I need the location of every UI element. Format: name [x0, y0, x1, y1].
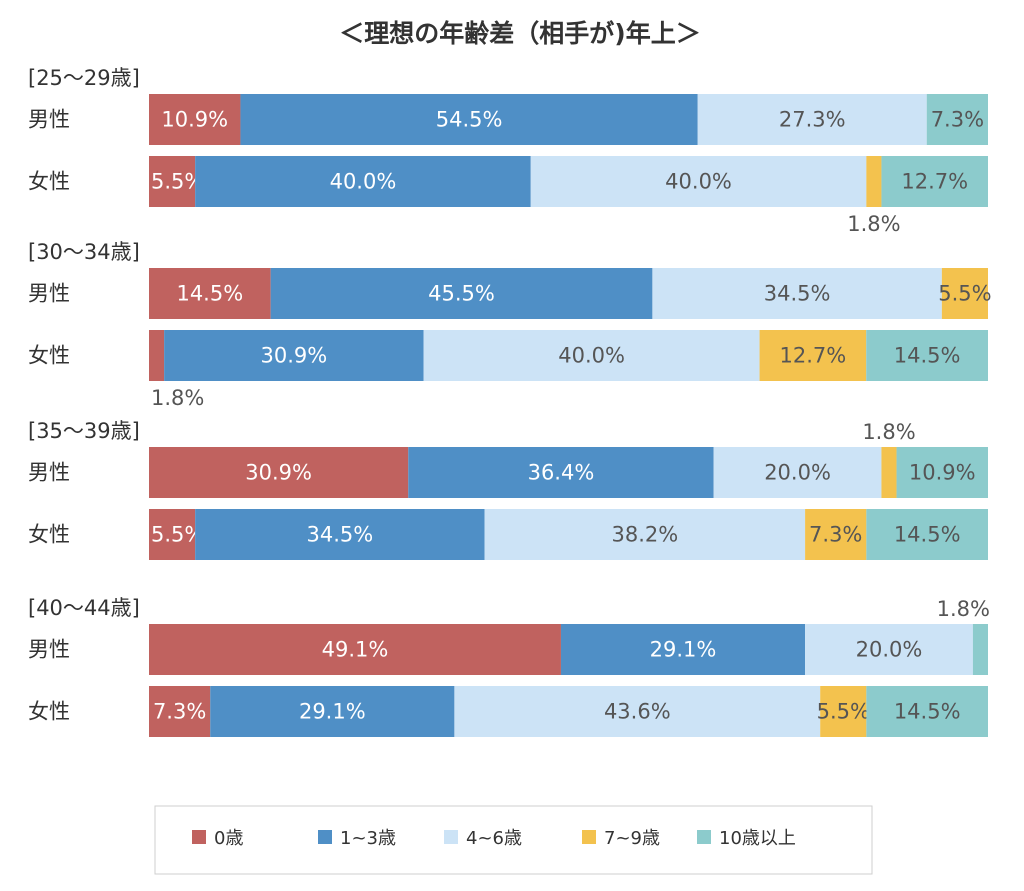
data-label: 14.5%	[894, 700, 961, 724]
data-label: 43.6%	[604, 700, 671, 724]
bar-segment	[866, 156, 882, 207]
legend-swatch	[192, 830, 206, 844]
data-label: 14.5%	[176, 282, 243, 306]
data-label: 1.8%	[937, 597, 990, 621]
data-label: 40.0%	[330, 170, 397, 194]
legend-swatch	[697, 830, 711, 844]
legend-swatch	[582, 830, 596, 844]
bars-layer: [25～29歳] 男性 10.9% 54.5% 27.3% 7.3% 女性 5.5% 40.0%…	[28, 66, 992, 737]
data-label: 38.2%	[611, 523, 678, 547]
data-label: 10.9%	[161, 108, 228, 132]
bar-segment	[896, 447, 988, 498]
bar-segment	[149, 268, 271, 319]
data-label: 30.9%	[261, 344, 328, 368]
bar-segment	[454, 686, 821, 737]
bar-segment	[423, 330, 760, 381]
bar-segment	[195, 509, 485, 560]
data-label: 12.7%	[901, 170, 968, 194]
data-label: 1.8%	[847, 212, 900, 236]
legend-label: 4~6歳	[466, 828, 522, 849]
bar-segment	[866, 509, 988, 560]
bar-segment	[713, 447, 882, 498]
bar-segment	[759, 330, 867, 381]
row-label: 男性	[28, 108, 70, 132]
legend-label: 1~3歳	[340, 828, 396, 849]
data-label: 10.9%	[909, 461, 976, 485]
data-label: 54.5%	[436, 108, 503, 132]
row-label: 女性	[28, 700, 70, 724]
legend-label: 0歳	[214, 828, 243, 849]
bar-segment	[240, 94, 698, 145]
row-label: 女性	[28, 344, 70, 368]
data-label: 34.5%	[307, 523, 374, 547]
bar-segment	[820, 686, 867, 737]
bar-segment	[805, 509, 867, 560]
bar-segment	[149, 330, 165, 381]
data-label: 5.5%	[817, 700, 870, 724]
bar-segment	[530, 156, 867, 207]
legend: 0歳 1~3歳 4~6歳 7~9歳 10歳以上	[154, 805, 873, 875]
bar-segment	[652, 268, 942, 319]
group-label: [40～44歳]	[28, 596, 140, 620]
bar-segment	[270, 268, 653, 319]
bar-segment	[149, 94, 241, 145]
data-label: 5.5%	[938, 282, 991, 306]
data-label: 7.3%	[153, 700, 206, 724]
bar-segment	[210, 686, 455, 737]
bar-segment	[149, 447, 409, 498]
legend-box	[154, 805, 873, 875]
bar-segment	[697, 94, 927, 145]
bar-segment	[972, 624, 988, 675]
bar-segment	[149, 156, 196, 207]
bar-segment	[941, 268, 988, 319]
bar-segment	[881, 447, 897, 498]
data-label: 45.5%	[428, 282, 495, 306]
bar-segment	[195, 156, 531, 207]
row-label: 男性	[28, 282, 70, 306]
data-label: 29.1%	[299, 700, 366, 724]
bar-segment	[149, 624, 561, 675]
data-label: 49.1%	[322, 638, 389, 662]
data-label: 40.0%	[665, 170, 732, 194]
legend-label: 10歳以上	[719, 828, 796, 849]
data-label: 7.3%	[931, 108, 984, 132]
data-label: 20.0%	[764, 461, 831, 485]
bar-segment	[408, 447, 714, 498]
chart-title: ＜理想の年齢差（相手が)年上＞	[339, 19, 700, 48]
data-label: 20.0%	[856, 638, 923, 662]
bar-segment	[149, 686, 211, 737]
data-label: 30.9%	[245, 461, 312, 485]
group-label: [25～29歳]	[28, 66, 140, 90]
row-label: 女性	[28, 170, 70, 194]
row-label: 男性	[28, 638, 70, 662]
data-label: 40.0%	[558, 344, 625, 368]
bar-segment	[866, 686, 988, 737]
bar-segment	[805, 624, 973, 675]
row-label: 女性	[28, 523, 70, 547]
data-label: 36.4%	[528, 461, 595, 485]
bar-segment	[164, 330, 424, 381]
bar-segment	[881, 156, 988, 207]
data-label: 7.3%	[809, 523, 862, 547]
data-label: 34.5%	[764, 282, 831, 306]
group-label: [30～34歳]	[28, 240, 140, 264]
legend-label: 7~9歳	[604, 828, 660, 849]
data-label: 1.8%	[862, 420, 915, 444]
group-label: [35～39歳]	[28, 419, 140, 443]
legend-swatch	[318, 830, 332, 844]
bar-segment	[866, 330, 988, 381]
data-label: 14.5%	[894, 523, 961, 547]
data-label: 29.1%	[650, 638, 717, 662]
legend-swatch	[444, 830, 458, 844]
bar-segment	[149, 509, 196, 560]
data-label: 14.5%	[894, 344, 961, 368]
data-label: 27.3%	[779, 108, 846, 132]
data-label: 1.8%	[151, 386, 204, 410]
bar-segment	[560, 624, 806, 675]
data-label: 12.7%	[780, 344, 847, 368]
bar-segment	[484, 509, 806, 560]
row-label: 男性	[28, 461, 70, 485]
bar-segment	[926, 94, 988, 145]
